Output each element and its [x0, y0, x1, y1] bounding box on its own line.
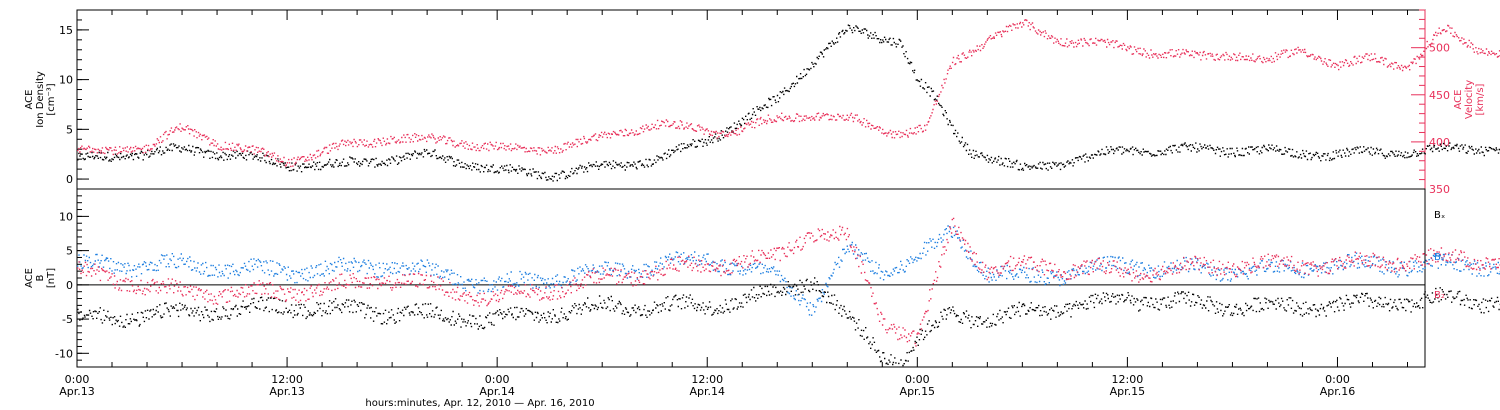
b-series-2	[77, 217, 1500, 347]
velocity-series	[77, 19, 1500, 168]
x-tick-date: Apr.15	[900, 385, 936, 398]
x-tick-time: 12:00	[271, 373, 303, 386]
y2-tick-label: 400	[1429, 136, 1450, 149]
y-tick-label: 5	[66, 123, 73, 136]
y-tick-label: 0	[66, 279, 73, 292]
b-axis-title-line: B	[35, 274, 46, 281]
legend-entry: Bᵧ	[1434, 252, 1445, 263]
y-tick-label: -10	[55, 347, 73, 360]
b-axis-title: ACEB[nT]	[24, 268, 57, 288]
legend-entry: B₂	[1434, 290, 1445, 301]
y-tick-label: 15	[59, 24, 73, 37]
velocity-axis-title-line: Velocity	[1464, 80, 1475, 119]
x-tick-date: Apr.13	[59, 385, 95, 398]
x-tick-time: 0:00	[1325, 373, 1350, 386]
velocity-axis-title: ACEVelocity[km/s]	[1453, 80, 1486, 119]
b-series-1-dots	[76, 225, 1500, 316]
y-tick-label: 5	[66, 245, 73, 258]
density-axis-title-line: Ion Density	[35, 71, 46, 128]
legend-entry: Bₓ	[1434, 210, 1445, 221]
x-tick-date: Apr.14	[689, 385, 725, 398]
b-series-1	[76, 225, 1500, 316]
density-axis-title: ACEIon Density[cm⁻³]	[24, 71, 57, 128]
magnetic-field-panel: -10 -5 0 5 10 ACEB[nT] Bₓ Bᵧ B₂	[24, 188, 1500, 368]
velocity-axis-title-line: ACE	[1453, 90, 1464, 110]
x-tick-date: Apr.15	[1110, 385, 1146, 398]
x-tick-date: Apr.13	[269, 385, 305, 398]
x-tick-date: Apr.16	[1320, 385, 1356, 398]
b-axis-title-line: [nT]	[46, 268, 57, 288]
y2-tick-label: 350	[1429, 183, 1450, 196]
y-tick-label: 10	[59, 210, 73, 223]
y2-tick-label: 450	[1429, 89, 1450, 102]
density-series-dots	[77, 24, 1500, 182]
b-series-2-dots	[77, 217, 1500, 347]
b-series-0-dots	[77, 277, 1500, 367]
velocity-series-dots	[77, 19, 1500, 168]
b-series-0	[77, 277, 1500, 367]
y2-tick-label: 500	[1429, 42, 1450, 55]
b-axis-title-line: ACE	[24, 268, 35, 288]
velocity-axis-title-line: [km/s]	[1475, 83, 1486, 115]
x-tick-time: 0:00	[65, 373, 90, 386]
density-axis-title-line: ACE	[24, 90, 35, 110]
x-tick-time: 0:00	[485, 373, 510, 386]
time-axis: 0:00Apr.1312:00Apr.130:00Apr.1412:00Apr.…	[59, 10, 1408, 398]
density-series	[77, 24, 1500, 182]
x-axis-title: hours:minutes, Apr. 12, 2010 — Apr. 16, …	[365, 398, 594, 409]
x-tick-time: 0:00	[905, 373, 930, 386]
x-tick-time: 12:00	[1112, 373, 1144, 386]
x-tick-time: 12:00	[691, 373, 723, 386]
x-tick-date: Apr.14	[479, 385, 515, 398]
y-tick-label: -5	[62, 313, 73, 326]
y-tick-label: 0	[66, 173, 73, 186]
y-tick-label: 10	[59, 74, 73, 87]
density-axis-title-line: [cm⁻³]	[46, 83, 57, 115]
